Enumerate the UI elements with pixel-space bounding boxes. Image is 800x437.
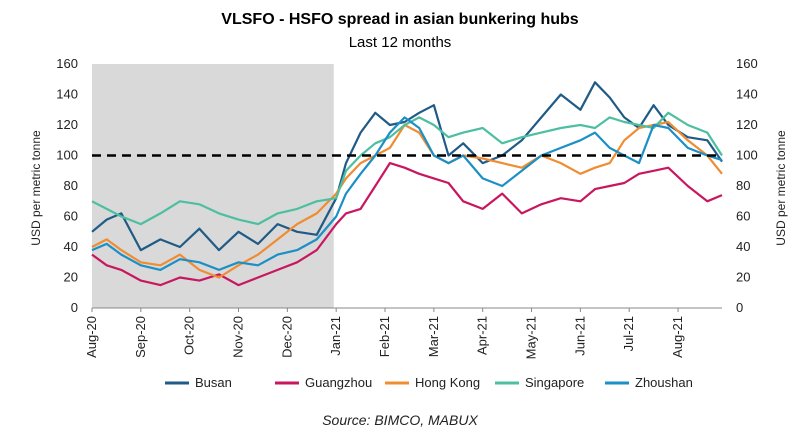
source-note: Source: BIMCO, MABUX: [322, 412, 478, 428]
y-tick-left: 60: [64, 209, 78, 224]
y-tick-left: 80: [64, 178, 78, 193]
shaded-period: [92, 64, 334, 308]
y-tick-left: 0: [71, 300, 78, 315]
x-tick-label: Aug-20: [84, 316, 99, 358]
series-line-hong-kong: [91, 120, 723, 279]
y-tick-left: 20: [64, 270, 78, 285]
legend-label-singapore: Singapore: [525, 375, 584, 390]
x-tick-label: May-21: [524, 316, 539, 359]
y-tick-left: 100: [56, 148, 78, 163]
series-line-singapore: [91, 111, 723, 226]
legend-label-busan: Busan: [195, 375, 232, 390]
x-tick-label: Jun-21: [572, 316, 587, 356]
y-tick-right: 100: [736, 148, 758, 163]
series-line-busan: [91, 81, 723, 252]
y-tick-right: 120: [736, 117, 758, 132]
y-tick-right: 0: [736, 300, 743, 315]
x-tick-label: Dec-20: [279, 316, 294, 358]
y-tick-right: 40: [736, 239, 750, 254]
x-tick-label: Feb-21: [377, 316, 392, 357]
x-tick-label: Sep-20: [133, 316, 148, 358]
y-tick-left: 120: [56, 117, 78, 132]
y-tick-right: 80: [736, 178, 750, 193]
x-tick-label: Jan-21: [328, 316, 343, 356]
y-axis-label-right: USD per metric tonne: [774, 130, 788, 246]
y-tick-right: 20: [736, 270, 750, 285]
chart-title: VLSFO - HSFO spread in asian bunkering h…: [221, 11, 578, 28]
x-tick-label: Apr-21: [475, 316, 490, 355]
legend: Busan Guangzhou Hong Kong Singapore Zhoushan: [165, 375, 693, 390]
series-line-zhoushan: [91, 116, 723, 271]
x-tick-label: Mar-21: [426, 316, 441, 357]
legend-label-hong-kong: Hong Kong: [415, 375, 480, 390]
x-tick-label: Oct-20: [182, 316, 197, 355]
y-tick-left: 160: [56, 56, 78, 71]
y-tick-right: 60: [736, 209, 750, 224]
chart-subtitle: Last 12 months: [349, 34, 452, 51]
y-tick-right: 140: [736, 87, 758, 102]
y-axis-label-left: USD per metric tonne: [29, 130, 43, 246]
y-tick-left: 40: [64, 239, 78, 254]
legend-label-zhoushan: Zhoushan: [635, 375, 693, 390]
x-tick-label: Jul-21: [621, 316, 636, 351]
x-tick-label: Nov-20: [231, 316, 246, 358]
series-line-guangzhou: [91, 162, 723, 287]
y-tick-left: 140: [56, 87, 78, 102]
y-tick-right: 160: [736, 56, 758, 71]
legend-label-guangzhou: Guangzhou: [305, 375, 372, 390]
x-tick-label: Aug-21: [670, 316, 685, 358]
